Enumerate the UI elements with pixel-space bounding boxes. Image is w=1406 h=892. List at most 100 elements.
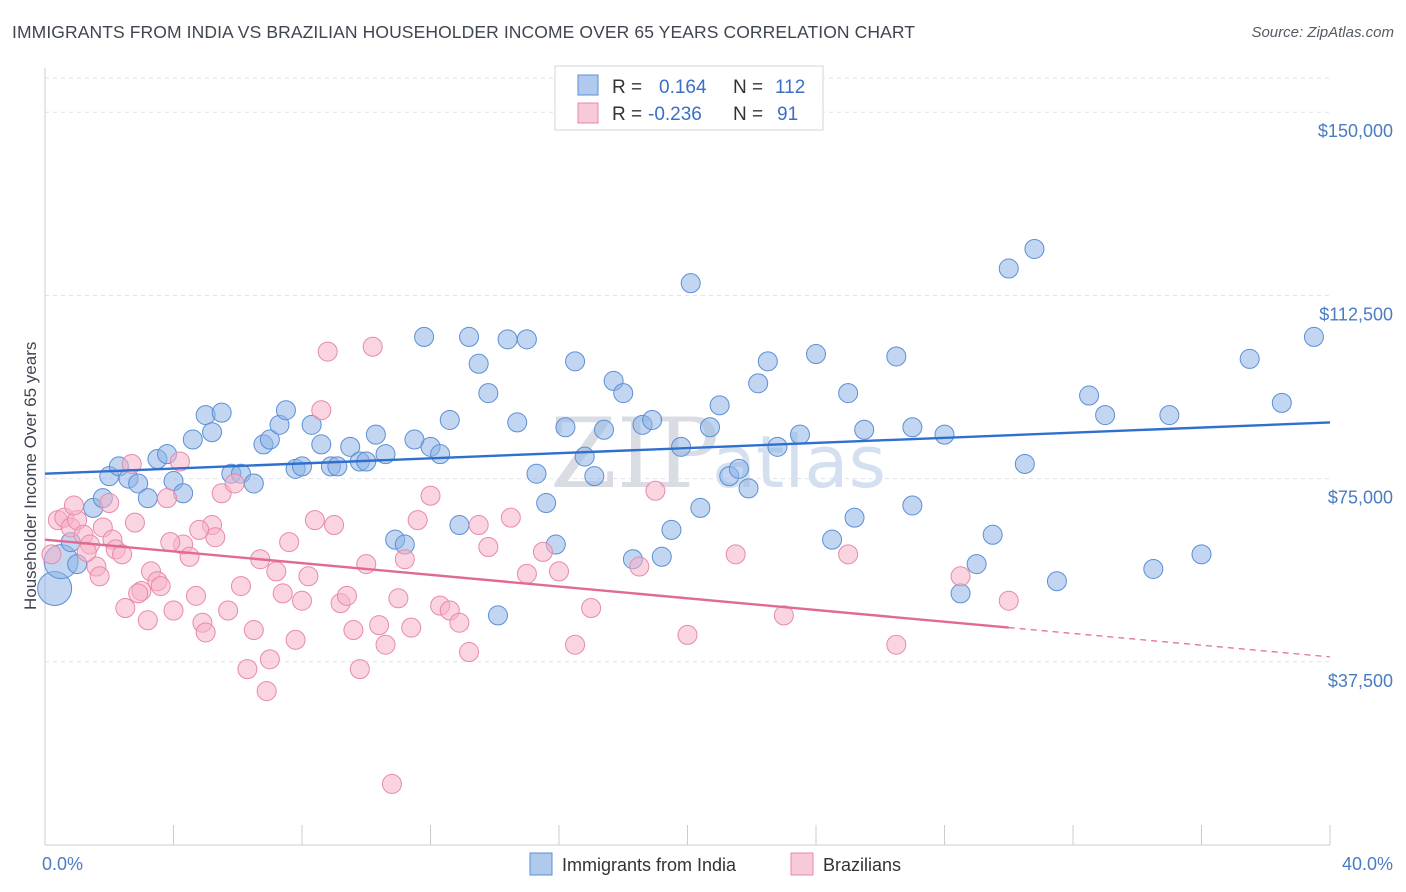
data-point: [301, 414, 322, 435]
data-point: [728, 458, 749, 479]
data-point: [1303, 326, 1324, 347]
data-point: [838, 383, 859, 404]
data-point: [275, 400, 296, 421]
data-point: [478, 536, 499, 557]
series-legend-swatch-india: [529, 852, 553, 876]
data-point: [243, 473, 264, 494]
data-point: [243, 620, 264, 641]
data-point: [998, 258, 1019, 279]
data-point: [365, 424, 386, 445]
data-point: [593, 419, 614, 440]
data-point: [854, 419, 875, 440]
data-point: [279, 532, 300, 553]
data-point: [266, 561, 287, 582]
data-point: [677, 624, 698, 645]
data-point: [1191, 544, 1212, 565]
data-point: [124, 512, 145, 533]
legend-r-label-brazilians: R =: [612, 104, 642, 125]
data-point: [327, 456, 348, 477]
data-point: [789, 424, 810, 445]
data-point: [468, 353, 489, 374]
data-points: [37, 238, 1324, 794]
data-point: [115, 598, 136, 619]
data-point: [886, 634, 907, 655]
data-point: [189, 519, 210, 540]
data-point: [645, 480, 666, 501]
data-point: [581, 598, 602, 619]
legend-n-label-brazilians: N =: [733, 104, 763, 125]
data-point: [311, 400, 332, 421]
y-tick-label: $37,500: [1328, 671, 1393, 691]
data-point: [224, 473, 245, 494]
data-point: [982, 524, 1003, 545]
data-point: [767, 436, 788, 457]
series-brazilians-points: [41, 336, 1019, 794]
data-point: [317, 341, 338, 362]
data-point: [651, 546, 672, 567]
data-point: [343, 620, 364, 641]
data-point: [150, 576, 171, 597]
data-point: [179, 546, 200, 567]
data-point: [211, 402, 232, 423]
data-point: [966, 554, 987, 575]
data-point: [1239, 348, 1260, 369]
data-point: [230, 576, 251, 597]
legend-r-value-india: 0.164: [659, 77, 707, 98]
data-point: [137, 488, 158, 509]
legend-box: [554, 65, 824, 131]
chart-title: IMMIGRANTS FROM INDIA VS BRAZILIAN HOUSE…: [12, 22, 916, 42]
data-point: [362, 336, 383, 357]
data-point: [195, 622, 216, 643]
legend-swatch-india: [577, 74, 599, 96]
series-legend-label-india: Immigrants from India: [562, 855, 737, 875]
data-point: [285, 629, 306, 650]
data-point: [336, 585, 357, 606]
data-point: [160, 532, 181, 553]
data-point: [998, 590, 1019, 611]
data-point: [407, 510, 428, 531]
data-point: [507, 412, 528, 433]
data-point: [63, 495, 84, 516]
data-point: [304, 510, 325, 531]
data-point: [613, 383, 634, 404]
data-point: [340, 436, 361, 457]
data-point: [629, 556, 650, 577]
x-tick-label-min: 0.0%: [42, 854, 83, 874]
data-point: [642, 409, 663, 430]
data-point: [532, 541, 553, 562]
data-point: [121, 453, 142, 474]
data-point: [41, 544, 62, 565]
data-point: [163, 600, 184, 621]
legend-n-value-brazilians: 91: [777, 104, 798, 125]
data-point: [574, 446, 595, 467]
data-point: [1143, 558, 1164, 579]
data-point: [449, 515, 470, 536]
data-point: [381, 773, 402, 794]
data-point: [748, 373, 769, 394]
data-point: [439, 409, 460, 430]
data-point: [1159, 405, 1180, 426]
grid: [45, 77, 1330, 663]
data-point: [401, 617, 422, 638]
data-point: [259, 429, 280, 450]
data-point: [349, 659, 370, 680]
data-point: [950, 566, 971, 587]
data-point: [292, 456, 312, 477]
data-point: [699, 417, 720, 438]
data-point: [478, 383, 499, 404]
data-point: [369, 615, 390, 636]
trend-lines: [44, 421, 1331, 658]
y-axis-label: Householder Income Over 65 years: [21, 342, 40, 610]
data-point: [414, 326, 435, 347]
data-point: [272, 583, 293, 604]
axes: $37,500 $75,000 $112,500 $150,000 0.0% 40.0%: [42, 68, 1393, 874]
chart-source: Source: ZipAtlas.com: [1251, 24, 1394, 41]
y-tick-label: $112,500: [1319, 304, 1393, 324]
data-point: [757, 351, 778, 372]
data-point: [725, 544, 746, 565]
data-point: [292, 590, 312, 611]
data-point: [237, 659, 258, 680]
data-point: [844, 507, 865, 528]
legend-n-label-india: N =: [733, 77, 763, 98]
data-point: [934, 424, 955, 445]
